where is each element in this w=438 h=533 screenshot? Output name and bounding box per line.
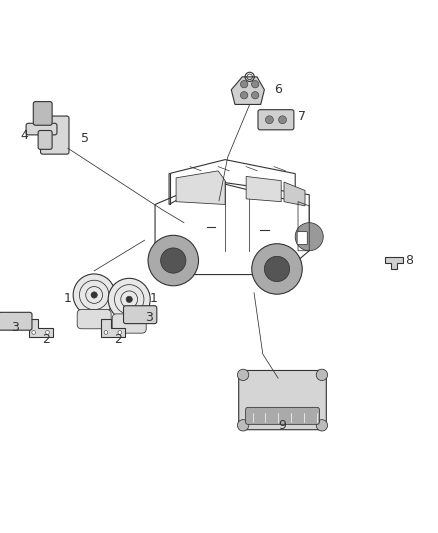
- Circle shape: [91, 292, 97, 298]
- Text: 8: 8: [406, 254, 413, 268]
- Circle shape: [252, 244, 302, 294]
- Polygon shape: [176, 171, 225, 205]
- FancyBboxPatch shape: [246, 407, 319, 424]
- Text: 5: 5: [81, 132, 89, 144]
- FancyBboxPatch shape: [239, 370, 326, 430]
- Circle shape: [251, 92, 259, 99]
- Polygon shape: [284, 182, 305, 206]
- Circle shape: [279, 116, 286, 124]
- Circle shape: [108, 278, 150, 320]
- FancyBboxPatch shape: [77, 310, 111, 329]
- FancyBboxPatch shape: [258, 110, 294, 130]
- FancyBboxPatch shape: [40, 116, 69, 154]
- Circle shape: [295, 223, 323, 251]
- Circle shape: [240, 92, 248, 99]
- Circle shape: [251, 80, 259, 88]
- Text: 3: 3: [11, 321, 19, 334]
- FancyBboxPatch shape: [26, 123, 57, 135]
- Text: 3: 3: [145, 311, 153, 324]
- Circle shape: [104, 330, 108, 334]
- Text: 1: 1: [64, 292, 72, 304]
- Text: 2: 2: [114, 333, 122, 346]
- Polygon shape: [101, 319, 125, 337]
- Circle shape: [237, 369, 249, 381]
- FancyBboxPatch shape: [0, 312, 32, 330]
- Circle shape: [46, 330, 49, 334]
- Circle shape: [240, 80, 248, 88]
- Circle shape: [126, 296, 132, 303]
- Text: 9: 9: [279, 418, 286, 432]
- Polygon shape: [246, 176, 281, 201]
- Text: 4: 4: [20, 130, 28, 142]
- Circle shape: [265, 116, 273, 124]
- FancyBboxPatch shape: [33, 102, 52, 125]
- Circle shape: [237, 419, 249, 431]
- Circle shape: [32, 330, 35, 334]
- FancyBboxPatch shape: [124, 306, 157, 324]
- Circle shape: [118, 330, 122, 334]
- Text: 6: 6: [274, 84, 282, 96]
- FancyBboxPatch shape: [297, 232, 307, 245]
- Text: 7: 7: [298, 110, 306, 123]
- Circle shape: [161, 248, 186, 273]
- Circle shape: [316, 369, 328, 381]
- Polygon shape: [29, 319, 53, 337]
- Circle shape: [148, 235, 198, 286]
- Circle shape: [265, 256, 290, 281]
- Text: 2: 2: [42, 333, 50, 346]
- Polygon shape: [385, 257, 403, 269]
- Circle shape: [73, 274, 115, 316]
- FancyBboxPatch shape: [112, 314, 146, 333]
- FancyBboxPatch shape: [38, 131, 52, 149]
- Circle shape: [316, 419, 328, 431]
- Text: 1: 1: [149, 292, 157, 304]
- Polygon shape: [231, 77, 265, 104]
